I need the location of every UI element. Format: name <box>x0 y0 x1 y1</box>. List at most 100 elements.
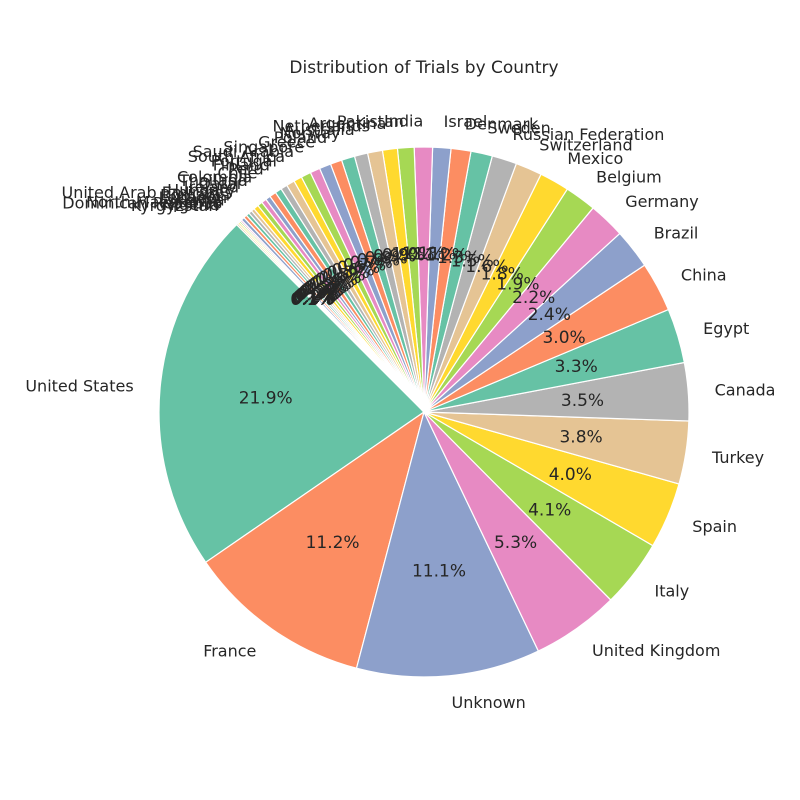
label-colombia: Colombia <box>177 168 252 187</box>
label-denmark: Denmark <box>465 114 539 133</box>
pct-label-germany: 2.2% <box>512 288 555 308</box>
pct-label-greece: 0.7% <box>343 256 386 276</box>
label-greece: Greece <box>258 133 315 152</box>
label-peru: Peru <box>228 160 264 179</box>
pct-label-ireland: 0.3% <box>301 280 344 300</box>
label-india: India <box>384 112 423 131</box>
label-china: China <box>681 265 727 284</box>
slice-united-states <box>158 223 425 564</box>
label-north-macedonia: North Macedonia <box>86 192 222 211</box>
pct-label-mexico: 1.8% <box>481 265 524 285</box>
label-thailand: Thailand <box>178 171 248 190</box>
label-italy: Italy <box>655 581 690 600</box>
slice-kyrgyzstan <box>235 222 425 413</box>
percentage-labels: 21.9% 11.2% 11.1% 5.3% 4.1% 4.0% 3.8% 3.5% 3.3% 3… <box>239 244 604 581</box>
pct-label-chile: 0.4% <box>312 273 355 293</box>
label-germany: Germany <box>625 192 699 211</box>
pct-label-norway: 0.8% <box>357 251 400 271</box>
pct-label-portugal: 0.5% <box>322 266 365 286</box>
pct-label-dominican-republic: 0.1% <box>292 289 335 309</box>
pct-label-nigeria: 0.1% <box>291 290 334 310</box>
pct-label-australia: 0.8% <box>365 249 408 269</box>
label-hungary: Hungary <box>167 181 235 200</box>
label-romania: Romania <box>160 186 230 205</box>
label-argentina: Argentina <box>308 114 386 133</box>
label-netherlands: Netherlands <box>272 117 370 136</box>
label-nigeria: Nigeria <box>163 195 220 214</box>
label-canada: Canada <box>715 381 776 400</box>
slice-unknown <box>355 410 540 678</box>
label-norway: Norway <box>280 124 341 143</box>
label-spain: Spain <box>692 517 737 536</box>
pct-label-poland: 0.7% <box>350 253 393 273</box>
label-belgium: Belgium <box>596 168 662 187</box>
slice-france <box>204 410 425 669</box>
pct-label-sweden: 1.3% <box>437 248 480 268</box>
label-chile: Chile <box>217 164 257 183</box>
label-qatar: Qatar <box>198 174 243 193</box>
pct-label-netherlands: 0.9% <box>373 247 416 267</box>
pct-label-united-kingdom: 5.3% <box>494 533 537 553</box>
pct-label-thailand: 0.3% <box>306 276 349 296</box>
chart-title: Distribution of Trials by Country <box>289 58 558 78</box>
label-united-states: United States <box>25 377 133 396</box>
label-lebanon: Lebanon <box>159 188 228 207</box>
pct-label-saudi-arabia: 0.6% <box>331 261 374 281</box>
label-turkey: Turkey <box>711 448 764 467</box>
pct-label-russian-federation: 1.5% <box>451 252 494 272</box>
label-egypt: Egypt <box>703 319 749 338</box>
pct-label-peru: 0.4% <box>315 270 358 290</box>
pct-label-colombia: 0.3% <box>309 275 352 295</box>
pct-label-united-arab-emirates: 0.2% <box>298 283 341 303</box>
pct-label-hungary: 0.2% <box>300 282 343 302</box>
pct-label-kyrgyzstan: 0.1% <box>290 290 333 310</box>
pct-label-south-africa: 0.5% <box>327 263 370 283</box>
pct-label-lebanon: 0.2% <box>295 286 338 306</box>
label-unknown: Unknown <box>452 693 526 712</box>
label-russian-federation: Russian Federation <box>513 125 665 144</box>
pct-label-india: 1.1% <box>402 244 445 264</box>
label-united-kingdom: United Kingdom <box>592 641 720 660</box>
pct-label-qatar: 0.3% <box>304 278 347 298</box>
label-united-arab-emirates: United Arab Emirates <box>61 183 232 202</box>
pct-label-egypt: 3.3% <box>555 357 598 377</box>
label-kenya: Kenya <box>176 190 225 209</box>
label-sweden: Sweden <box>488 119 551 138</box>
pct-label-kenya: 0.2% <box>294 287 337 307</box>
label-switzerland: Switzerland <box>539 135 632 154</box>
pct-label-romania: 0.2% <box>297 284 340 304</box>
pct-label-canada: 3.5% <box>561 391 604 411</box>
pct-label-italy: 4.1% <box>528 500 571 520</box>
pct-label-switzerland: 1.6% <box>465 257 508 277</box>
pct-label-spain: 4.0% <box>549 465 592 485</box>
pct-label-france: 11.2% <box>306 533 360 553</box>
label-mexico: Mexico <box>567 149 623 168</box>
pct-label-singapore: 0.6% <box>337 258 380 278</box>
label-saudi-arabia: Saudi Arabia <box>193 142 295 161</box>
label-kyrgyzstan: Kyrgyzstan <box>131 196 219 215</box>
pct-label-unknown: 11.1% <box>412 561 466 581</box>
label-australia: Australia <box>284 120 355 139</box>
label-ireland: Ireland <box>184 178 239 197</box>
pct-label-brazil: 2.4% <box>528 305 571 325</box>
pie-slices <box>158 146 690 678</box>
label-finland: Finland <box>213 156 270 175</box>
pct-label-argentina: 0.9% <box>382 245 425 265</box>
label-south-africa: South Africa <box>188 147 285 166</box>
pct-label-china: 3.0% <box>542 328 585 348</box>
pct-label-pakistan: 1.0% <box>391 244 434 264</box>
label-poland: Poland <box>274 128 327 147</box>
label-singapore: Singapore <box>223 137 304 156</box>
pct-label-belgium: 1.9% <box>496 275 539 295</box>
label-france: France <box>203 642 256 661</box>
slice-labels: United States France Unknown United Kingdom… <box>25 112 775 713</box>
label-israel: Israel <box>444 112 488 131</box>
label-dominican-republic: Dominican Republic <box>62 194 221 213</box>
label-brazil: Brazil <box>654 224 699 243</box>
label-pakistan: Pakistan <box>337 112 404 131</box>
pct-label-united-states: 21.9% <box>239 389 293 409</box>
pct-label-finland: 0.4% <box>318 268 361 288</box>
pct-label-north-macedonia: 0.1% <box>292 288 335 308</box>
pct-label-denmark: 1.2% <box>425 246 468 266</box>
